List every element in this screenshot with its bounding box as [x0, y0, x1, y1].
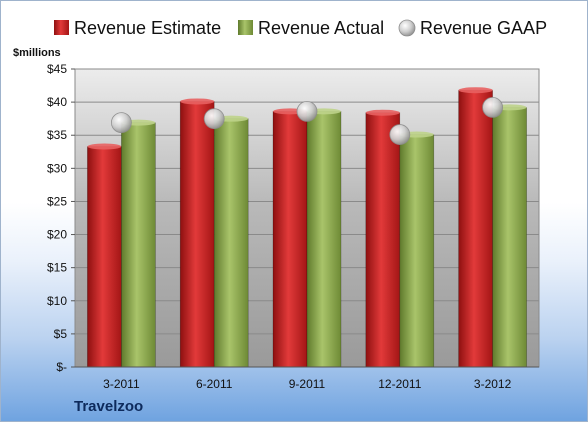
legend-swatch-actual: [238, 20, 253, 35]
gaap-point: [203, 108, 225, 130]
y-tick-label: $35: [47, 128, 67, 142]
bar-estimate: [458, 87, 493, 368]
y-tick-label: $20: [47, 228, 67, 242]
x-tick-label: 6-2011: [196, 377, 233, 391]
bars: [87, 87, 527, 368]
company-label: Travelzoo: [74, 398, 143, 415]
bar-actual: [399, 131, 435, 368]
x-tick-label: 3-2011: [103, 377, 140, 391]
bar-estimate: [272, 108, 308, 368]
x-tick-label: 3-2012: [474, 377, 512, 391]
y-tick-label: $45: [47, 62, 67, 76]
gaap-point: [482, 97, 504, 118]
gaap-point: [111, 112, 132, 134]
bar-actual: [306, 108, 342, 368]
bar-actual: [213, 115, 249, 368]
legend-label-gaap: Revenue GAAP: [420, 18, 547, 38]
bar-estimate: [179, 98, 215, 368]
legend-item-gaap: Revenue GAAP: [398, 18, 547, 38]
legend-item-actual: Revenue Actual: [238, 18, 384, 38]
y-tick-label: $25: [47, 194, 67, 208]
y-tick-label: $-: [56, 360, 67, 374]
y-axis-ticks: $- $5 $10 $15 $20 $25 $30 $35 $40 $45: [47, 62, 75, 374]
x-axis-ticks: 3-2011 6-2011 9-2011 12-2011 3-2012: [103, 377, 511, 391]
legend-label-estimate: Revenue Estimate: [74, 18, 221, 38]
bar-estimate: [365, 109, 401, 368]
y-tick-label: $15: [47, 261, 67, 275]
legend-item-estimate: Revenue Estimate: [54, 18, 221, 38]
legend: Revenue Estimate Revenue Actual Revenue …: [54, 18, 547, 38]
gaap-point: [296, 100, 318, 122]
bar-actual: [492, 104, 527, 368]
y-tick-label: $40: [47, 95, 67, 109]
gaap-points: [111, 97, 504, 145]
bar-estimate: [87, 143, 122, 368]
x-tick-label: 9-2011: [289, 377, 326, 391]
x-tick-label: 12-2011: [378, 377, 421, 391]
legend-swatch-gaap: [398, 19, 416, 37]
legend-swatch-estimate: [54, 20, 69, 35]
bar-actual: [121, 119, 156, 368]
y-tick-label: $30: [47, 161, 67, 175]
y-tick-label: $10: [47, 294, 67, 308]
y-axis-unit-label: $millions: [13, 47, 61, 59]
legend-label-actual: Revenue Actual: [258, 18, 384, 38]
y-tick-label: $5: [54, 327, 68, 341]
gaap-point: [389, 124, 411, 145]
